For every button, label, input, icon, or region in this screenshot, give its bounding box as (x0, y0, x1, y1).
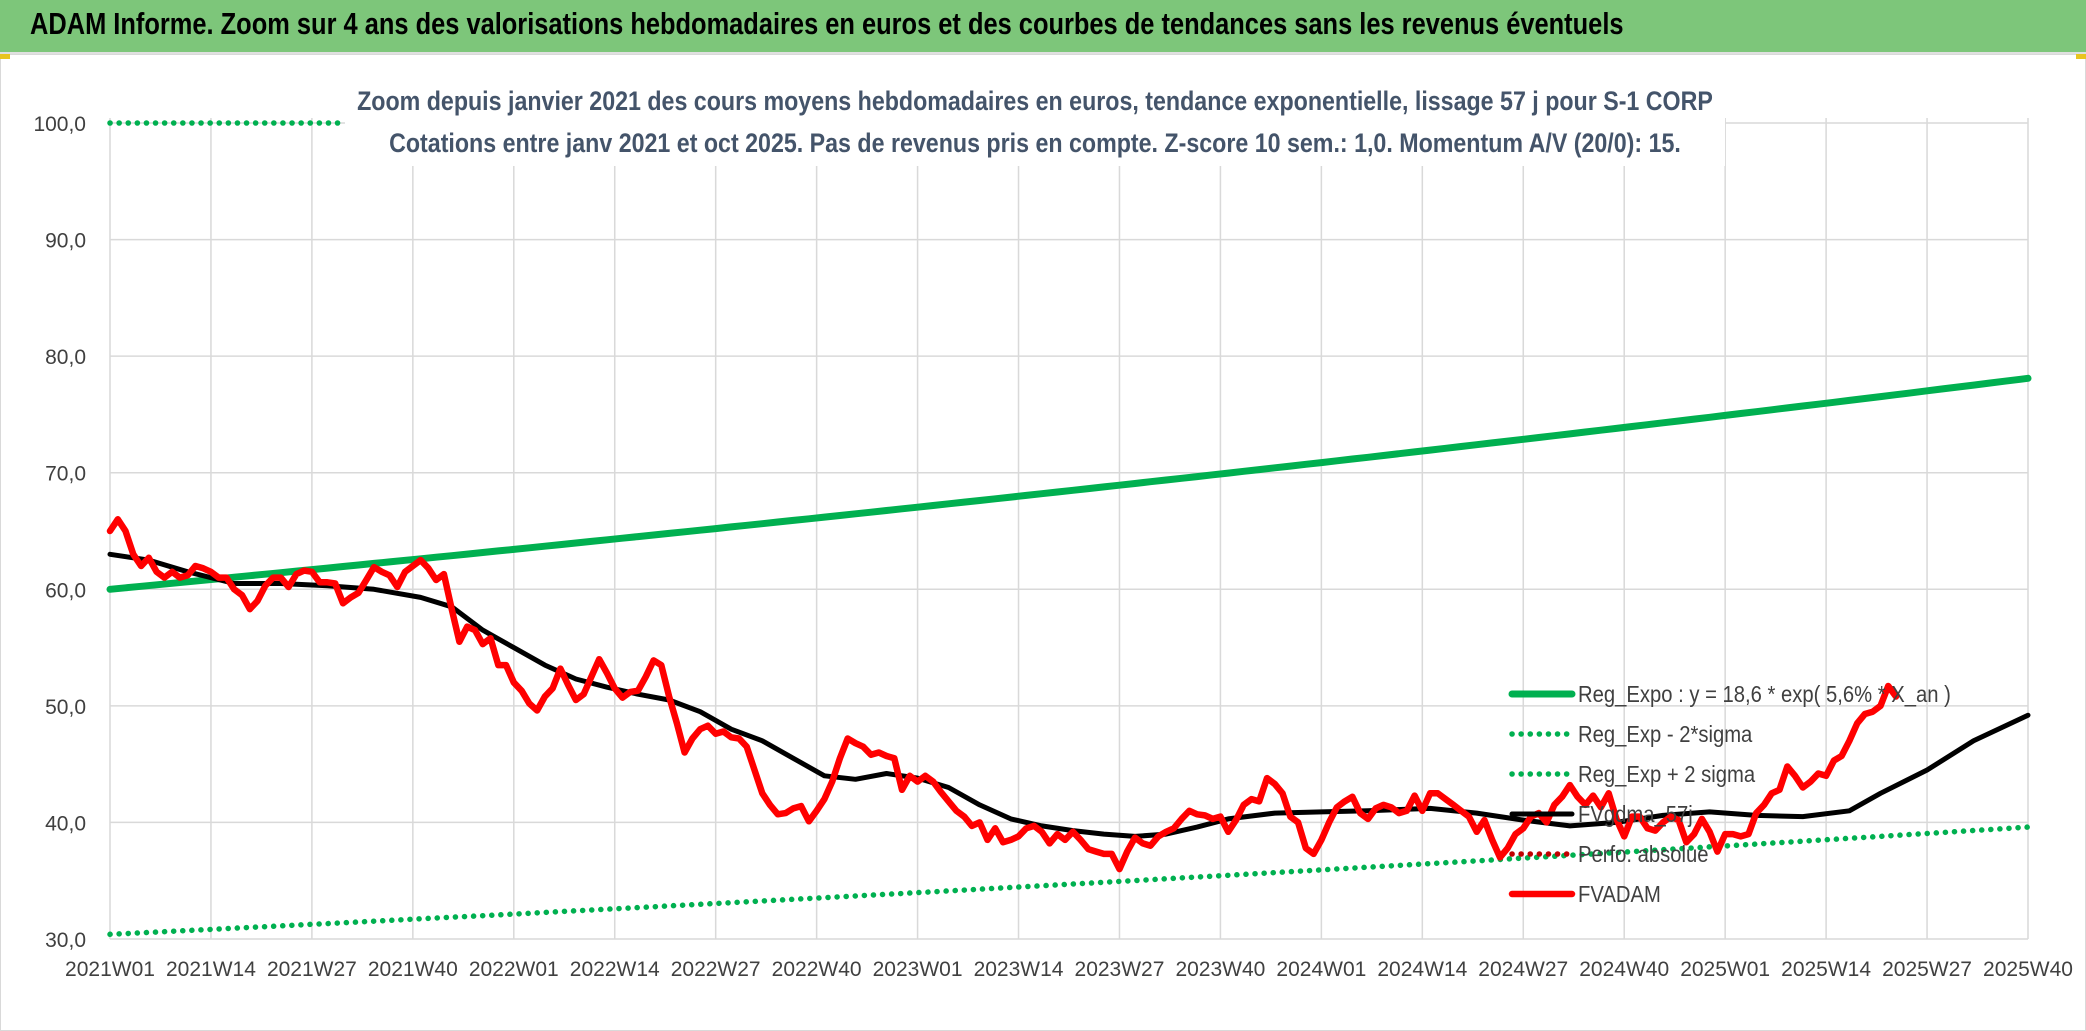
y-tick-label: 100,0 (33, 113, 86, 136)
corner-accent-right (2076, 54, 2086, 59)
legend-label: FVADAM (1578, 881, 1661, 908)
x-tick-label: 2024W27 (1478, 958, 1568, 981)
y-tick-label: 80,0 (45, 346, 86, 369)
x-tick-label: 2022W14 (570, 958, 660, 981)
x-tick-label: 2024W14 (1377, 958, 1467, 981)
legend-label: Reg_Expo : y = 18,6 * exp( 5,6% * X_an ) (1578, 681, 1951, 708)
series-line (106, 516, 1900, 873)
x-tick-label: 2023W27 (1075, 958, 1165, 981)
y-tick-label: 60,0 (45, 579, 86, 602)
chart-title-line-1: Zoom depuis janvier 2021 des cours moyen… (357, 86, 1713, 116)
chart-title-line-2: Cotations entre janv 2021 et oct 2025. P… (389, 128, 1681, 158)
y-tick-label: 40,0 (45, 812, 86, 835)
x-tick-label: 2023W01 (873, 958, 963, 981)
y-axis-tick-labels: 30,0 40,0 50,0 60,0 70,0 80,0 90,0 100,0 (33, 113, 86, 952)
corner-accent-left (0, 54, 10, 59)
y-tick-label: 30,0 (45, 929, 86, 952)
x-tick-label: 2025W01 (1680, 958, 1770, 981)
x-tick-label: 2025W27 (1882, 958, 1972, 981)
chart-series (106, 120, 2032, 938)
report-header: ADAM Informe. Zoom sur 4 ans des valoris… (0, 0, 2086, 54)
x-tick-label: 2024W01 (1276, 958, 1366, 981)
x-tick-label: 2022W01 (469, 958, 559, 981)
series-line (107, 551, 2031, 839)
x-tick-label: 2022W27 (671, 958, 761, 981)
x-tick-label: 2021W27 (267, 958, 357, 981)
legend-label: Perfo. absolue (1578, 841, 1708, 868)
legend-label: Reg_Exp + 2 sigma (1578, 761, 1756, 788)
x-tick-label: 2024W40 (1579, 958, 1669, 981)
y-tick-label: 50,0 (45, 696, 86, 719)
y-tick-label: 90,0 (45, 230, 86, 253)
chart-title-background (345, 78, 1725, 166)
x-tick-label: 2021W14 (166, 958, 256, 981)
y-tick-label: 70,0 (45, 463, 86, 486)
series-line (106, 374, 2032, 593)
x-tick-label: 2023W40 (1175, 958, 1265, 981)
x-tick-label: 2023W14 (974, 958, 1064, 981)
series-line (107, 824, 2031, 938)
x-tick-label: 2022W40 (772, 958, 862, 981)
x-tick-label: 2021W40 (368, 958, 458, 981)
x-tick-label: 2025W40 (1983, 958, 2073, 981)
chart-legend: Reg_Expo : y = 18,6 * exp( 5,6% * X_an )… (1508, 681, 1951, 908)
x-tick-label: 2021W01 (65, 958, 155, 981)
chart-title-block: Zoom depuis janvier 2021 des cours moyen… (345, 78, 1725, 166)
legend-label: Reg_Exp - 2*sigma (1578, 721, 1753, 748)
x-axis-tick-labels: 2021W01 2021W14 2021W27 2021W40 2022W01 2022W… (65, 958, 2073, 981)
report-header-title: ADAM Informe. Zoom sur 4 ans des valoris… (30, 6, 1624, 41)
legend-label: FVgdma_57j (1578, 801, 1693, 828)
x-tick-label: 2025W14 (1781, 958, 1871, 981)
